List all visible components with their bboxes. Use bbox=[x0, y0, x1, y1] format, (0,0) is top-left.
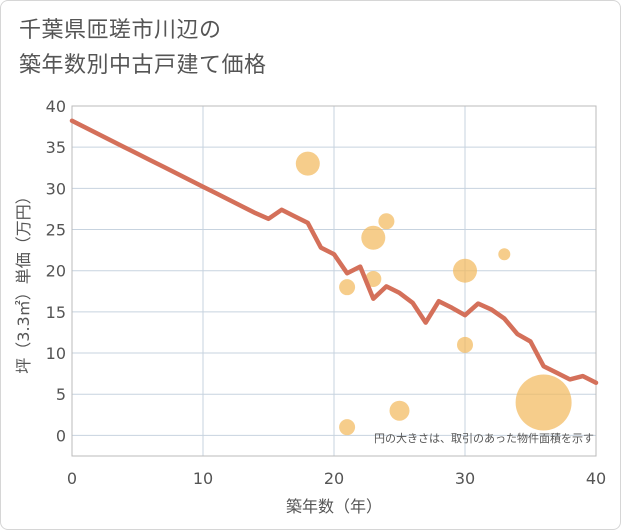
x-tick-40: 40 bbox=[586, 469, 606, 488]
y-tick-20: 20 bbox=[46, 262, 66, 281]
y-tick-40: 40 bbox=[46, 97, 66, 116]
chart-title-line-2: 築年数別中古戸建て価格 bbox=[19, 53, 267, 78]
y-tick-labels: 0 5 10 15 20 25 30 35 40 bbox=[46, 97, 66, 445]
y-tick-30: 30 bbox=[46, 179, 66, 198]
bubble-size-note: 円の大きさは、取引のあった物件面積を示す bbox=[374, 431, 594, 445]
bubble-point-8 bbox=[457, 336, 473, 353]
bubble-point-0 bbox=[295, 151, 320, 176]
x-tick-labels: 0 10 20 30 40 bbox=[67, 469, 606, 488]
bubble-point-1 bbox=[339, 419, 356, 436]
y-tick-5: 5 bbox=[56, 385, 66, 404]
bubble-point-7 bbox=[453, 258, 477, 283]
x-tick-0: 0 bbox=[67, 469, 77, 488]
x-tick-30: 30 bbox=[455, 469, 475, 488]
x-tick-10: 10 bbox=[193, 469, 213, 488]
chart-title: 千葉県匝瑳市川辺の 築年数別中古戸建て価格 bbox=[19, 13, 579, 83]
y-tick-25: 25 bbox=[46, 221, 66, 240]
bubble-point-10 bbox=[515, 374, 572, 431]
y-tick-10: 10 bbox=[46, 344, 66, 363]
bubble-point-6 bbox=[389, 400, 410, 421]
bubble-series bbox=[295, 151, 572, 436]
bubble-point-9 bbox=[498, 248, 511, 261]
x-axis-label: 築年数（年） bbox=[286, 497, 382, 516]
y-tick-0: 0 bbox=[56, 426, 66, 445]
grid-lines bbox=[72, 106, 596, 456]
y-axis-label: 坪（3.3㎡）単価（万円） bbox=[14, 188, 33, 373]
bubble-point-5 bbox=[378, 213, 395, 230]
trend-line bbox=[69, 118, 599, 385]
bubble-point-4 bbox=[365, 270, 382, 287]
plot-border bbox=[71, 105, 597, 457]
x-tick-20: 20 bbox=[324, 469, 344, 488]
y-tick-35: 35 bbox=[46, 138, 66, 157]
chart-title-line-1: 千葉県匝瑳市川辺の bbox=[19, 18, 222, 43]
bubble-point-3 bbox=[361, 225, 386, 250]
bubble-point-2 bbox=[339, 279, 356, 296]
y-tick-15: 15 bbox=[46, 303, 66, 322]
